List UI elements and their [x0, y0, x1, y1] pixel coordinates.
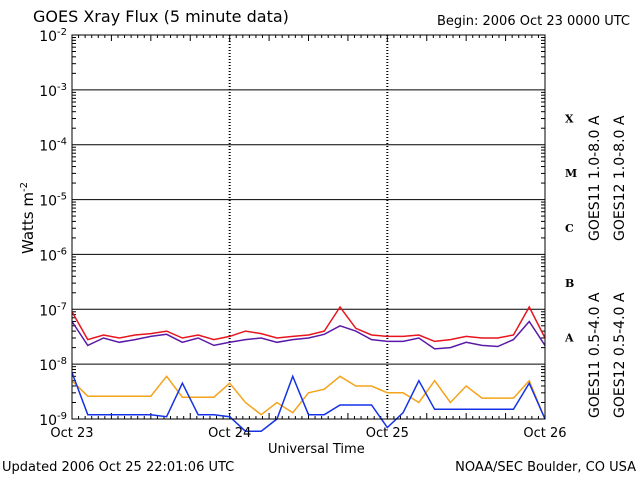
y-tick-base: 10: [39, 358, 57, 374]
chart-grid: [72, 34, 545, 420]
y-tick-exponent: -8: [57, 356, 67, 367]
legend-goes11-short: GOES11 0.5-4.0 A: [587, 293, 603, 418]
y-tick-labels: 10-910-810-710-610-510-410-310-2: [39, 27, 67, 429]
x-tick-labels: Oct 23 Oct 24 Oct 25 Oct 26: [50, 426, 566, 441]
series-line: [71, 375, 546, 420]
x-axis-label: Universal Time: [268, 442, 365, 457]
x-tick-label: Oct 23: [50, 426, 93, 441]
flare-class-label: B: [565, 277, 574, 290]
credit-line: NOAA/SEC Boulder, CO USA: [455, 460, 636, 475]
chart-series: [71, 305, 546, 432]
y-tick-exponent: -3: [57, 82, 67, 93]
flare-class-label: C: [565, 222, 574, 235]
chart-title: GOES Xray Flux (5 minute data): [33, 7, 289, 26]
series-line: [71, 372, 546, 432]
y-axis-label-text: Watts m: [19, 191, 37, 255]
updated-timestamp: Updated 2006 Oct 25 22:01:06 UTC: [2, 460, 235, 475]
y-tick-exponent: -9: [57, 411, 67, 422]
y-tick-base: 10: [39, 303, 57, 319]
y-tick-exponent: -7: [57, 301, 67, 312]
flare-class-labels: A B C M X: [564, 112, 577, 344]
legend-goes11-long-text: GOES11 1.0-8.0 A: [587, 115, 603, 241]
y-tick-exponent: -4: [57, 137, 67, 148]
y-tick-base: 10: [39, 413, 57, 429]
y-tick-exponent: -6: [57, 246, 67, 257]
y-axis-label-exponent: -2: [19, 182, 30, 192]
y-axis-label: Watts m-2: [19, 178, 37, 258]
begin-timestamp: Begin: 2006 Oct 23 0000 UTC: [436, 14, 630, 29]
y-tick-label: 10-8: [39, 356, 67, 374]
legend-goes12-short-text: GOES12 0.5-4.0 A: [612, 292, 628, 418]
y-tick-base: 10: [39, 194, 57, 210]
y-tick-label: 10-7: [39, 301, 67, 319]
y-tick-label: 10-6: [39, 246, 67, 264]
legend-goes11-short-text: GOES11 0.5-4.0 A: [587, 292, 603, 418]
legend-goes12-long-text: GOES12 1.0-8.0 A: [612, 115, 628, 241]
y-tick-base: 10: [39, 29, 57, 45]
x-tick-label: Oct 26: [523, 426, 566, 441]
flare-class-label: X: [565, 112, 574, 125]
x-tick-label: Oct 25: [366, 426, 409, 441]
series-line: [71, 320, 546, 350]
y-tick-base: 10: [39, 84, 57, 100]
y-tick-label: 10-3: [39, 82, 67, 100]
flare-class-label: A: [564, 332, 574, 345]
y-tick-exponent: -2: [57, 27, 67, 38]
y-tick-label: 10-9: [39, 411, 67, 429]
legend-goes12-short: GOES12 0.5-4.0 A: [612, 293, 628, 418]
plot-frame: [71, 34, 546, 420]
legend-goes12-long: GOES12 1.0-8.0 A: [612, 116, 628, 241]
y-tick-exponent: -5: [57, 192, 67, 203]
legend-goes11-long: GOES11 1.0-8.0 A: [587, 116, 603, 241]
y-tick-label: 10-5: [39, 192, 67, 210]
flare-class-label: M: [565, 167, 577, 180]
y-tick-label: 10-2: [39, 27, 67, 45]
y-tick-label: 10-4: [39, 137, 67, 155]
y-tick-base: 10: [39, 248, 57, 264]
series-line: [71, 305, 546, 343]
y-tick-base: 10: [39, 139, 57, 155]
x-tick-label: Oct 24: [208, 426, 251, 441]
